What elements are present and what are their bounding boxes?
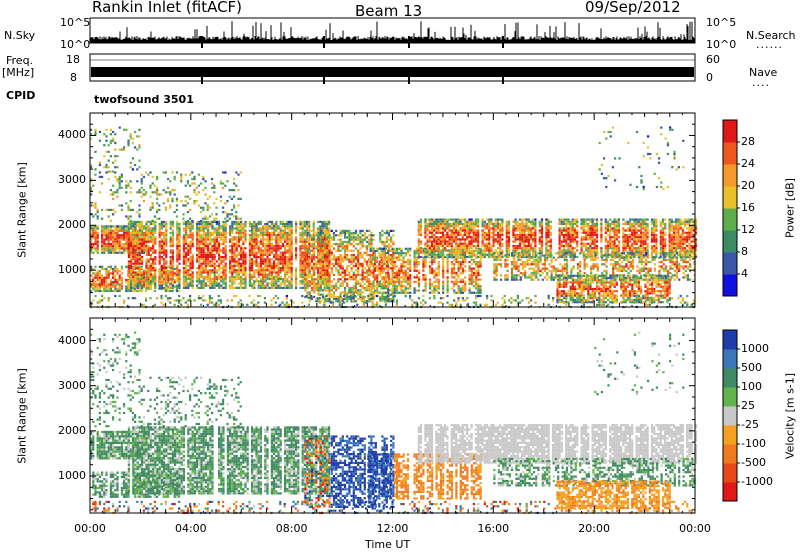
colorbar-segment [723, 482, 737, 502]
nsearch-dots: ...... [756, 38, 783, 51]
y-axis-label: Slant Range [km] [15, 367, 29, 464]
colorbar-tick-label: -1000 [741, 475, 773, 488]
nave-tick-top: 60 [706, 53, 720, 66]
y-tick-label: 4000 [58, 333, 86, 347]
colorbar-segment [723, 463, 737, 483]
x-tick-label: 00:00 [679, 522, 711, 535]
beam-title: Beam 13 [355, 2, 423, 20]
colorbar-frame [722, 329, 738, 502]
colorbar-segment [723, 208, 737, 231]
colorbar-tick-label: 100 [741, 380, 762, 393]
y-tick-label: 1000 [58, 263, 86, 277]
colorbar-tick-label: -25 [741, 418, 759, 431]
colorbar-tick-label: -500 [741, 456, 766, 469]
colorbar-segment [723, 444, 737, 464]
nave-tick-bottom: 0 [706, 71, 713, 84]
colorbar-label: Power [dB] [783, 178, 797, 238]
y-tick-label: 3000 [58, 378, 86, 392]
colorbar-tick-label: 12 [741, 223, 755, 236]
colorbar-tick-label: -100 [741, 437, 766, 450]
date-title: 09/Sep/2012 [585, 0, 681, 16]
freq-label: Freq. [6, 54, 34, 67]
colorbar-segment [723, 330, 737, 350]
colorbar-tick-label: 8 [741, 245, 748, 258]
x-tick-label: 20:00 [578, 522, 610, 535]
y-tick-label: 2000 [58, 218, 86, 232]
nsearch-tick-bottom: 10^0 [706, 38, 737, 51]
station-title: Rankin Inlet (fitACF) [92, 0, 243, 16]
y-tick-label: 3000 [58, 173, 86, 187]
x-tick-label: 00:00 [74, 522, 106, 535]
x-tick-label: 16:00 [477, 522, 510, 535]
colorbar-tick-label: 28 [741, 135, 755, 148]
colorbar-segment [723, 252, 737, 275]
y-tick-label: 4000 [58, 128, 86, 142]
freq-tick-bottom: 8 [70, 71, 77, 84]
colorbar-tick-label: 16 [741, 201, 755, 214]
cpid-label: CPID [6, 89, 36, 102]
y-tick-label: 2000 [58, 423, 86, 437]
colorbar-segment [723, 406, 737, 426]
colorbar-tick-label: 4 [741, 267, 748, 280]
y-axis-label: Slant Range [km] [15, 162, 29, 258]
colorbar-tick-label: 20 [741, 179, 755, 192]
x-tick-label: 12:00 [376, 522, 409, 535]
x-axis-label: Time UT [365, 538, 411, 551]
mhz-label: [MHz] [2, 66, 35, 79]
nsky-tick-top: 10^5 [60, 16, 91, 29]
nave-label: Nave [749, 66, 778, 79]
nsky-label: N.Sky [4, 29, 36, 42]
power-echoes [90, 126, 698, 309]
nsearch-tick-top: 10^5 [706, 16, 737, 29]
colorbar-segment [723, 142, 737, 165]
velocity-echoes [90, 331, 698, 514]
cpid-value: twofsound 3501 [94, 93, 194, 106]
colorbar-segment [723, 349, 737, 369]
colorbar-tick-label: 1000 [741, 342, 769, 355]
freq-trace [91, 67, 694, 77]
freq-tick-top: 18 [66, 53, 80, 66]
x-tick-label: 04:00 [174, 522, 207, 535]
colorbar-label: Velocity [m s-1] [783, 372, 797, 459]
colorbar-tick-label: 25 [741, 399, 755, 412]
nsky-tick-bottom: 10^0 [60, 38, 91, 51]
colorbar-segment [723, 230, 737, 253]
colorbar-tick-label: 500 [741, 361, 762, 374]
colorbar-segment [723, 186, 737, 209]
colorbar-segment [723, 274, 737, 297]
colorbar-segment [723, 425, 737, 445]
y-tick-label: 1000 [58, 468, 86, 482]
colorbar-tick-label: 24 [741, 157, 755, 170]
x-tick-label: 08:00 [275, 522, 308, 535]
colorbar-segment [723, 368, 737, 388]
nsearch-label: N.Search [746, 29, 796, 42]
colorbar-segment [723, 120, 737, 143]
colorbar-segment [723, 164, 737, 187]
nave-dots: .... [752, 76, 770, 89]
nsky-trace [90, 21, 695, 43]
colorbar-segment [723, 387, 737, 407]
